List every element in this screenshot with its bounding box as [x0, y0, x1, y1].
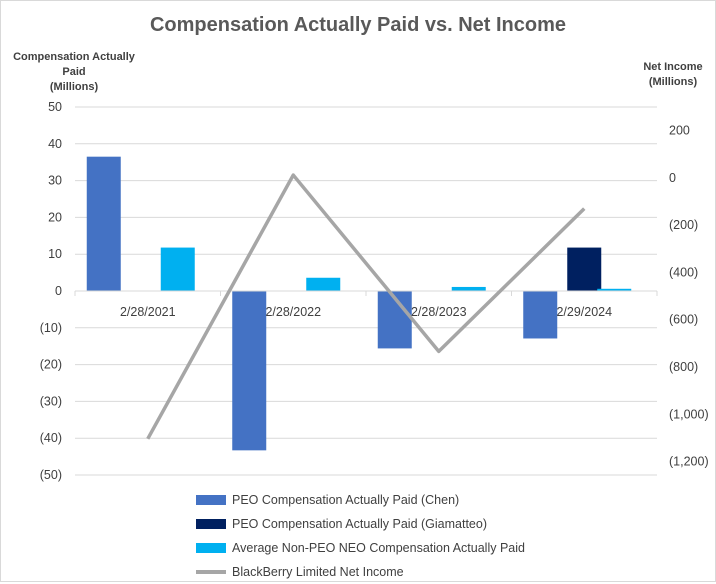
legend-item-giamatteo: PEO Compensation Actually Paid (Giamatte…: [196, 512, 525, 536]
net-income-line: [148, 175, 585, 439]
left-tick-label-6: (10): [40, 321, 62, 335]
right-tick-label-1: 0: [669, 171, 676, 185]
left-tick-label-3: 20: [48, 210, 62, 224]
legend: PEO Compensation Actually Paid (Chen) PE…: [196, 488, 525, 584]
left-tick-label-9: (40): [40, 431, 62, 445]
right-tick-label-7: (1,200): [669, 455, 709, 469]
category-label-1: 2/28/2022: [265, 305, 321, 319]
bar-1-2-28-2022: [232, 291, 266, 450]
legend-label-net-income: BlackBerry Limited Net Income: [232, 565, 404, 579]
legend-item-chen: PEO Compensation Actually Paid (Chen): [196, 488, 525, 512]
left-tick-label-1: 40: [48, 137, 62, 151]
left-tick-label-8: (30): [40, 394, 62, 408]
right-tick-label-4: (600): [669, 313, 698, 327]
left-tick-label-7: (20): [40, 358, 62, 372]
left-tick-label-5: 0: [55, 284, 62, 298]
bar-3-2-28-2021: [161, 248, 195, 291]
left-tick-label-4: 10: [48, 247, 62, 261]
right-tick-label-0: 200: [669, 124, 690, 138]
legend-swatch-chen: [196, 495, 226, 505]
right-tick-label-2: (200): [669, 218, 698, 232]
legend-label-non-peo: Average Non-PEO NEO Compensation Actuall…: [232, 541, 525, 555]
left-tick-label-10: (50): [40, 468, 62, 482]
bar-1-2-28-2021: [87, 157, 121, 291]
right-tick-label-5: (800): [669, 360, 698, 374]
bar-3-2-28-2023: [452, 287, 486, 291]
legend-label-chen: PEO Compensation Actually Paid (Chen): [232, 493, 459, 507]
category-label-2: 2/28/2023: [411, 305, 467, 319]
right-tick-label-6: (1,000): [669, 407, 709, 421]
right-tick-label-3: (400): [669, 265, 698, 279]
legend-swatch-giamatteo: [196, 519, 226, 529]
left-tick-label-0: 50: [48, 100, 62, 114]
bar-1-2-29-2024: [523, 291, 557, 338]
legend-item-non-peo: Average Non-PEO NEO Compensation Actuall…: [196, 536, 525, 560]
left-tick-label-2: 30: [48, 174, 62, 188]
bar-2-2-29-2024: [567, 248, 601, 291]
legend-swatch-non-peo: [196, 543, 226, 553]
legend-item-net-income: BlackBerry Limited Net Income: [196, 560, 525, 584]
legend-label-giamatteo: PEO Compensation Actually Paid (Giamatte…: [232, 517, 487, 531]
category-label-0: 2/28/2021: [120, 305, 176, 319]
bar-3-2-28-2022: [306, 278, 340, 291]
legend-swatch-net-income: [196, 570, 226, 574]
category-label-3: 2/29/2024: [556, 305, 612, 319]
